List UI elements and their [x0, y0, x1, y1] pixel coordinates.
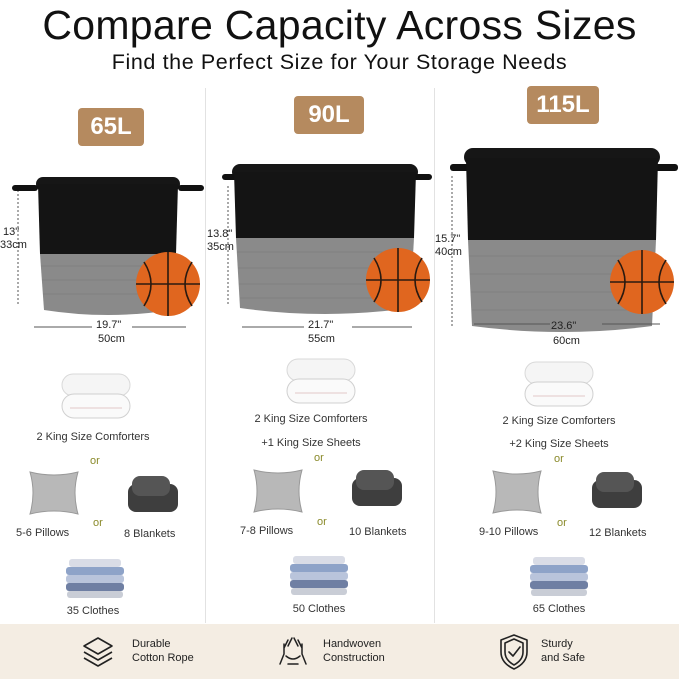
shield-check-icon	[500, 634, 528, 670]
clothes-label: 50 Clothes	[292, 603, 346, 615]
height-in: 13.8"	[207, 228, 233, 240]
feature-line1: Handwoven	[323, 638, 382, 650]
blanket-icon	[592, 472, 642, 508]
height-cm: 40cm	[435, 246, 462, 258]
comforter-icon	[524, 361, 594, 407]
size-badge: 115L	[527, 86, 599, 124]
blanket-icon	[352, 470, 402, 506]
or-label: or	[557, 517, 567, 529]
comforter-icon	[61, 373, 131, 419]
clothes-icon	[66, 559, 124, 598]
pillow-icon	[492, 470, 542, 514]
clothes-icon	[290, 556, 348, 595]
size-badge: 65L	[78, 108, 144, 146]
pillow-icon	[253, 469, 303, 513]
width-cm: 60cm	[553, 335, 580, 347]
feature-line2: Construction	[323, 652, 385, 664]
pillows-label: 9-10 Pillows	[479, 526, 539, 538]
or-label: or	[317, 516, 327, 528]
feature-line1: Durable	[132, 638, 171, 650]
clothes-label: 65 Clothes	[532, 603, 586, 615]
column-divider	[434, 88, 435, 623]
pillow-icon	[29, 471, 79, 515]
width-in: 19.7"	[96, 319, 122, 331]
clothes-icon	[530, 557, 588, 596]
width-cm: 55cm	[308, 333, 335, 345]
or-label: or	[93, 517, 103, 529]
feature-line1: Sturdy	[541, 638, 573, 650]
feature-line2: and Safe	[541, 652, 586, 664]
features-footer	[0, 624, 679, 679]
comforters-label: 2 King Size Comforters	[254, 413, 368, 425]
column-divider	[205, 88, 206, 623]
feature-line2: Cotton Rope	[132, 652, 194, 664]
sheets-label: +2 King Size Sheets	[509, 438, 609, 450]
pillows-label: 7-8 Pillows	[240, 525, 294, 537]
height-in: 13"	[3, 226, 20, 238]
height-cm: 35cm	[207, 241, 234, 253]
page-title: Compare Capacity Across Sizes	[42, 2, 637, 48]
height-cm: 33cm	[0, 239, 27, 251]
width-cm: 50cm	[98, 333, 125, 345]
hands-icon	[279, 637, 307, 665]
width-in: 21.7"	[308, 319, 334, 331]
or-label: or	[554, 453, 564, 465]
or-label: or	[314, 452, 324, 464]
blankets-label: 12 Blankets	[589, 527, 647, 539]
pillows-label: 5-6 Pillows	[16, 527, 70, 539]
clothes-label: 35 Clothes	[66, 605, 120, 617]
sheets-label: +1 King Size Sheets	[261, 437, 361, 449]
comforter-icon	[286, 358, 356, 404]
comforters-label: 2 King Size Comforters	[36, 431, 150, 443]
blanket-icon	[128, 476, 178, 512]
width-in: 23.6"	[551, 320, 577, 332]
page-subtitle: Find the Perfect Size for Your Storage N…	[111, 50, 568, 74]
comforters-label: 2 King Size Comforters	[502, 415, 616, 427]
height-in: 15.7"	[435, 233, 461, 245]
blankets-label: 8 Blankets	[124, 528, 176, 540]
layers-icon	[83, 637, 113, 667]
size-badge: 90L	[294, 96, 364, 134]
or-label: or	[90, 455, 100, 467]
blankets-label: 10 Blankets	[349, 526, 407, 538]
basket-image	[450, 148, 678, 332]
basket-image	[12, 177, 204, 328]
basket-image	[222, 164, 432, 328]
width-arrow	[474, 323, 660, 325]
